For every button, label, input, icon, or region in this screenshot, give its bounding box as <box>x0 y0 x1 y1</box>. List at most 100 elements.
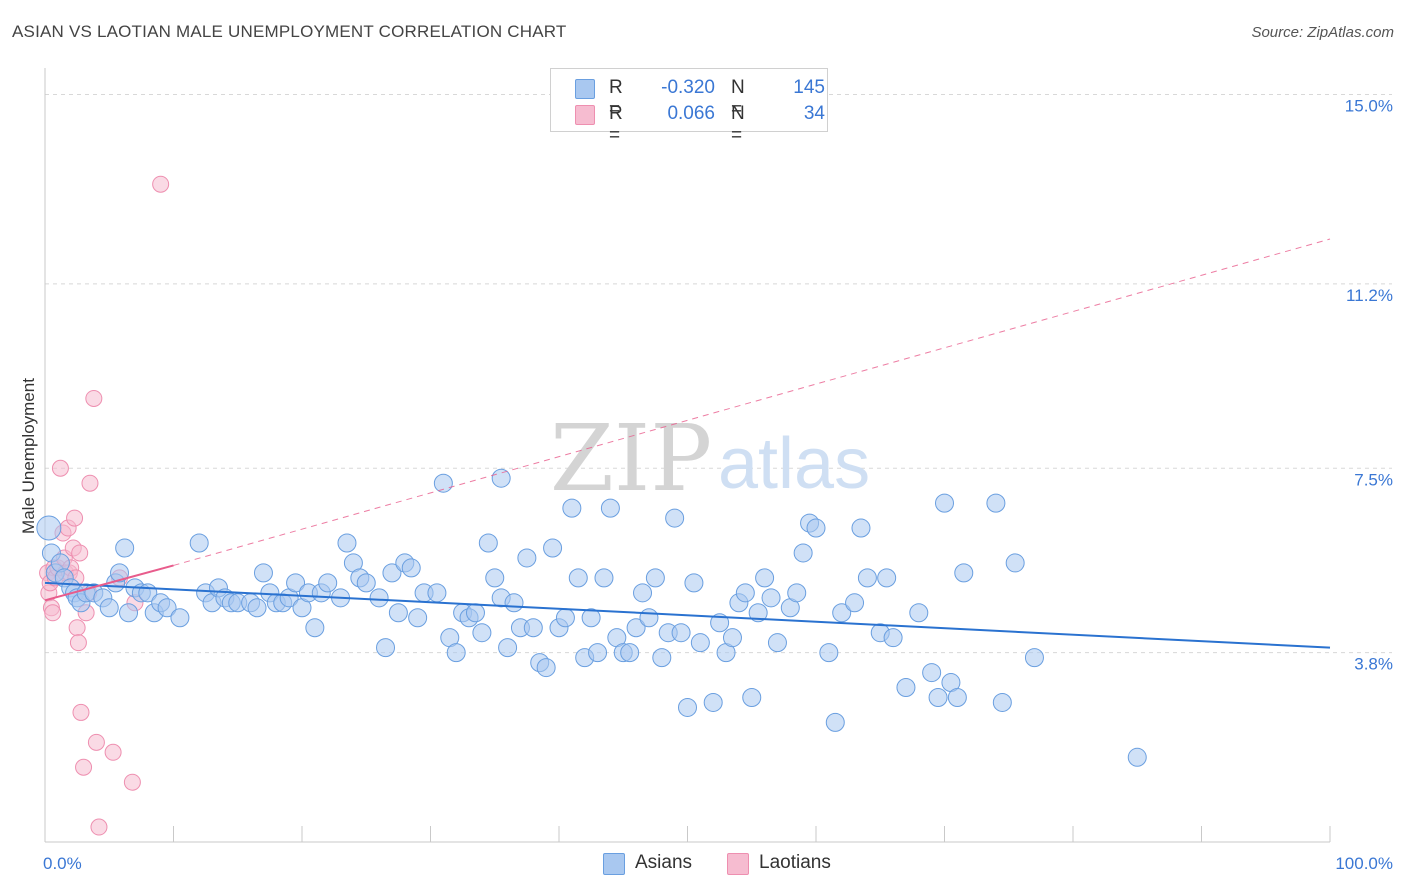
asian-point <box>99 598 119 618</box>
laotian-point <box>90 818 108 836</box>
asian-point <box>703 692 723 712</box>
asian-point <box>909 603 929 623</box>
asian-point <box>1005 553 1025 573</box>
asian-point <box>748 603 768 623</box>
asian-point <box>735 583 755 603</box>
asian-point <box>857 568 877 588</box>
asian-point <box>806 518 826 538</box>
legend-n-label: N = <box>731 103 745 146</box>
asian-point <box>1024 648 1044 668</box>
laotian-point <box>51 459 69 477</box>
legend-n-value: 145 <box>793 77 825 98</box>
x-tick-label-max: 100.0% <box>1335 854 1393 873</box>
laotian-point <box>72 703 90 721</box>
asian-point <box>928 687 948 707</box>
asian-point <box>992 692 1012 712</box>
asian-point <box>318 573 338 593</box>
asian-point <box>388 603 408 623</box>
asian-point <box>157 598 177 618</box>
asians-legend-label: Asians <box>635 852 693 873</box>
asian-point <box>690 633 710 653</box>
laotian-point <box>85 389 103 407</box>
tick-labels: 3.8% 7.5% 11.2% 15.0% 0.0% 100.0% <box>43 97 1393 874</box>
y-tick-label: 3.8% <box>1354 655 1393 674</box>
laotian-point <box>69 634 87 652</box>
legend-r-value: -0.320 <box>661 77 715 98</box>
asian-point <box>600 498 620 518</box>
asian-point <box>845 593 865 613</box>
y-tick-label: 7.5% <box>1354 470 1393 489</box>
laotian-point <box>87 733 105 751</box>
asian-point <box>465 603 485 623</box>
laotians-legend-label: Laotians <box>759 852 831 873</box>
laotian-point <box>152 175 170 193</box>
trend-lines <box>44 238 1331 649</box>
asian-point <box>883 628 903 648</box>
watermark-atlas: atlas <box>718 424 870 504</box>
asian-point <box>665 508 685 528</box>
asian-point <box>851 518 871 538</box>
asian-point <box>523 618 543 638</box>
laotian-point <box>81 474 99 492</box>
laotian-point <box>68 619 86 637</box>
asian-point <box>478 533 498 553</box>
laotian-point <box>66 509 84 527</box>
laotian-point <box>75 758 93 776</box>
asian-points <box>36 468 1147 767</box>
asian-point <box>742 687 762 707</box>
asian-point <box>877 568 897 588</box>
asian-point <box>427 583 447 603</box>
asian-point <box>536 658 556 678</box>
asian-point <box>253 563 273 583</box>
asian-point <box>767 633 787 653</box>
asian-point <box>408 608 428 628</box>
legend-n-value: 34 <box>803 103 825 124</box>
asian-point <box>517 548 537 568</box>
source-credit: Source: ZipAtlas.com <box>1251 24 1394 41</box>
asian-point <box>678 697 697 717</box>
asian-point <box>787 583 807 603</box>
asian-point <box>954 563 974 583</box>
asian-point <box>247 598 267 618</box>
asian-point <box>594 568 614 588</box>
asian-point <box>671 623 691 643</box>
asian-point <box>110 563 130 583</box>
asian-point <box>115 538 135 558</box>
asian-point <box>832 603 852 623</box>
asian-point <box>401 558 421 578</box>
asians-swatch <box>575 79 595 99</box>
y-axis-label: Male Unemployment <box>19 378 38 534</box>
watermark-zip: ZIP <box>550 405 712 512</box>
asian-point <box>36 515 62 541</box>
asian-point <box>626 618 646 638</box>
asian-point <box>369 588 389 608</box>
asian-point <box>588 643 608 663</box>
asian-point <box>639 608 659 628</box>
asian-point <box>1127 747 1147 767</box>
asian-point <box>382 563 402 583</box>
laotian-point <box>71 544 89 562</box>
asian-point <box>568 568 588 588</box>
laotians-swatch <box>575 105 595 125</box>
x-tick-label-min: 0.0% <box>43 854 82 873</box>
asian-point <box>986 493 1006 513</box>
asian-point <box>722 628 742 648</box>
legend-r-value: 0.066 <box>667 103 715 124</box>
axis-layer <box>44 68 1331 843</box>
asian-point <box>286 573 306 593</box>
laotian-point <box>104 743 122 761</box>
legend-r-label: R = <box>609 103 623 146</box>
asian-point <box>947 687 967 707</box>
asian-point <box>825 712 845 732</box>
asian-point <box>119 603 139 623</box>
laotian-point <box>44 604 62 622</box>
y-tick-label: 15.0% <box>1345 97 1393 116</box>
asian-point <box>485 568 505 588</box>
asian-point <box>896 678 916 698</box>
asian-point <box>633 583 653 603</box>
asian-point <box>491 468 511 488</box>
asian-point <box>922 663 942 683</box>
asian-point <box>710 613 730 633</box>
grid-layer <box>45 94 1392 654</box>
asians-legend-swatch <box>603 853 625 875</box>
